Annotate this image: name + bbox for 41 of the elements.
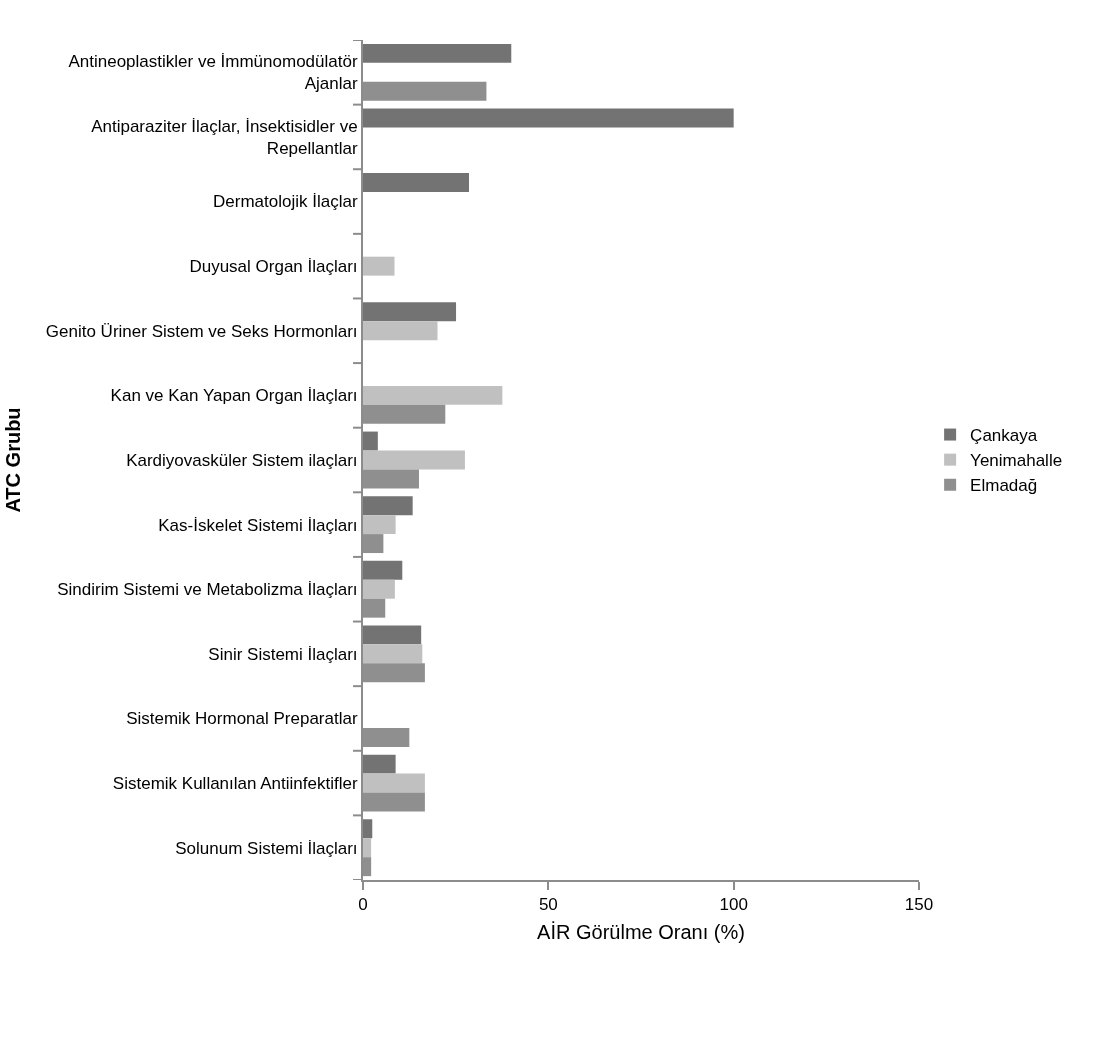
y-tick-label: Sistemik Hormonal Preparatlar — [126, 709, 358, 729]
legend-label: Elmadağ — [970, 476, 1038, 496]
x-tick-label: 0 — [358, 895, 368, 915]
y-tick-label: Sinir Sistemi İlaçları — [208, 644, 358, 664]
bar — [363, 819, 373, 839]
bar — [363, 450, 465, 470]
bar — [363, 256, 395, 276]
y-axis-title: ATC Grubu — [1, 407, 24, 513]
bar — [363, 385, 503, 405]
legend-label: Yenimahalle — [970, 451, 1063, 471]
x-tick-label: 50 — [538, 895, 558, 915]
bar — [363, 302, 457, 322]
y-tick-label: Kas-İskelet Sistemi İlaçları — [158, 515, 358, 535]
y-tick-label: Dermatolojik İlaçlar — [213, 192, 358, 212]
bar — [363, 838, 372, 858]
y-tick-label: Sistemik Kullanılan Antiinfektifler — [112, 774, 358, 794]
y-tick-label: Antiparaziter İlaçlar, İnsektisidler ve Repellantlar — [91, 116, 358, 158]
y-tick-label: Genito Üriner Sistem ve Seks Hormonları — [45, 321, 358, 341]
bar — [363, 431, 378, 451]
y-tick-label: Sindirim Sistemi ve Metabolizma İlaçları — [57, 580, 358, 600]
x-axis-title: AİR Görülme Oranı (%) — [537, 921, 745, 944]
bar — [363, 625, 422, 645]
x-tick-label: 150 — [904, 895, 934, 915]
bar — [363, 579, 395, 599]
x-tick-label: 100 — [719, 895, 748, 915]
bar — [363, 754, 396, 774]
y-tick-label: Kan ve Kan Yapan Organ İlaçları — [110, 386, 358, 406]
bar — [363, 43, 512, 63]
bar — [363, 173, 470, 193]
legend-label: Çankaya — [970, 426, 1038, 446]
y-tick-label: Solunum Sistemi İlaçları — [175, 838, 358, 858]
bar — [363, 321, 438, 341]
y-tick-label: Antineoplastikler ve İmmünomodülatör Ajanlar — [68, 52, 358, 94]
y-tick-label: Duyusal Organ İlaçları — [189, 257, 358, 277]
bar — [363, 644, 423, 664]
bar — [363, 108, 734, 128]
bar — [363, 560, 403, 580]
bar — [363, 773, 425, 793]
bar — [363, 515, 396, 535]
bar — [363, 496, 413, 516]
y-tick-label: Kardiyovasküler Sistem ilaçları — [126, 450, 358, 470]
